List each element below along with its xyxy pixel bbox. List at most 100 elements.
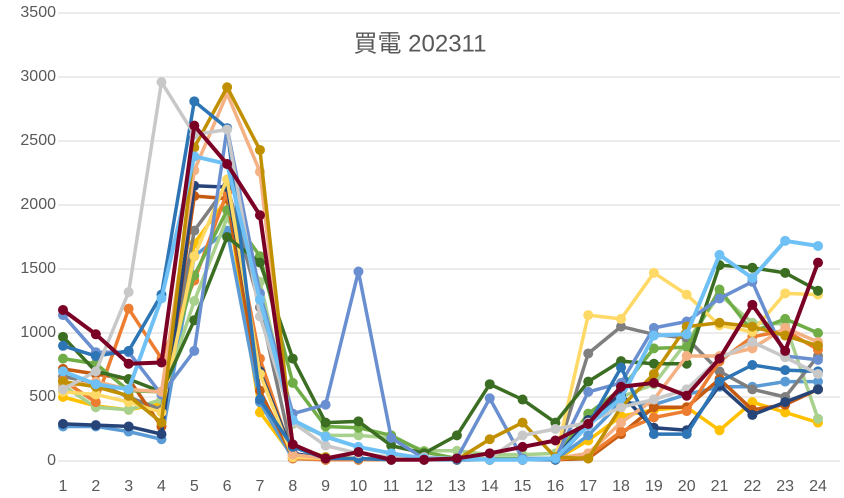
data-point	[780, 345, 791, 356]
data-point	[583, 310, 594, 321]
data-point	[747, 321, 758, 332]
data-point	[648, 402, 659, 413]
data-point	[747, 299, 758, 310]
data-point	[517, 430, 528, 441]
x-tick-label: 13	[448, 478, 466, 495]
y-tick-label: 0	[47, 452, 56, 469]
data-point	[813, 257, 823, 268]
y-tick-label: 1000	[20, 324, 56, 341]
data-point	[451, 430, 462, 441]
data-point	[813, 354, 823, 365]
data-point	[714, 376, 725, 387]
data-point	[583, 430, 594, 441]
data-point	[58, 340, 68, 351]
data-point	[780, 322, 791, 333]
y-tick-label: 500	[29, 388, 56, 405]
data-point	[550, 424, 561, 434]
data-point	[320, 440, 331, 451]
data-point	[484, 448, 495, 459]
data-point	[254, 294, 265, 305]
data-point	[648, 377, 659, 388]
data-point	[747, 409, 758, 420]
data-point	[583, 376, 594, 387]
data-point	[780, 267, 791, 278]
data-point	[550, 453, 561, 464]
data-point	[813, 240, 823, 251]
data-point	[616, 417, 627, 428]
data-point	[813, 413, 823, 424]
data-point	[123, 404, 134, 415]
data-point	[58, 353, 68, 364]
data-point	[123, 345, 134, 356]
data-point	[681, 342, 692, 353]
x-tick-label: 22	[743, 478, 761, 495]
data-point	[58, 418, 68, 429]
data-point	[156, 293, 167, 304]
data-point	[747, 360, 758, 370]
data-point	[813, 376, 823, 387]
y-tick-label: 2500	[20, 132, 56, 149]
data-point	[714, 284, 725, 295]
data-point	[419, 454, 430, 465]
x-tick-label: 16	[546, 478, 564, 495]
data-point	[780, 376, 791, 387]
data-point	[254, 144, 265, 155]
data-point	[583, 418, 594, 429]
data-point	[583, 453, 594, 464]
data-point	[681, 406, 692, 417]
x-tick-label: 20	[678, 478, 696, 495]
data-point	[648, 343, 659, 354]
data-point	[648, 412, 659, 423]
data-point	[156, 417, 167, 428]
data-point	[90, 420, 101, 431]
data-point	[287, 439, 298, 450]
x-tick-label: 24	[809, 478, 827, 495]
data-point	[123, 384, 134, 395]
data-point	[353, 447, 364, 458]
data-point	[747, 397, 758, 408]
data-point	[58, 376, 68, 387]
data-point	[648, 429, 659, 440]
data-point	[517, 441, 528, 452]
x-tick-label: 18	[612, 478, 630, 495]
data-point	[780, 313, 791, 324]
series-line	[61, 123, 820, 462]
data-point	[780, 330, 791, 341]
data-point	[714, 293, 725, 304]
data-point	[189, 296, 200, 306]
data-point	[517, 394, 528, 405]
data-point	[287, 377, 298, 388]
data-point	[583, 386, 594, 397]
data-point	[747, 336, 758, 347]
x-tick-label: 1	[59, 478, 68, 495]
data-point	[320, 431, 331, 442]
data-point	[681, 429, 692, 440]
data-point	[681, 329, 692, 340]
data-point	[58, 366, 68, 377]
data-point	[287, 449, 298, 460]
data-point	[714, 353, 725, 364]
data-point	[780, 288, 791, 299]
data-point	[648, 358, 659, 369]
data-point	[484, 379, 495, 390]
data-point	[681, 390, 692, 401]
data-point	[189, 345, 200, 356]
data-point	[648, 322, 659, 333]
data-point	[648, 394, 659, 405]
data-point	[780, 235, 791, 246]
data-point	[616, 321, 627, 332]
data-point	[681, 289, 692, 300]
data-point	[90, 397, 101, 408]
x-tick-label: 14	[481, 478, 499, 495]
data-point	[287, 353, 298, 364]
x-tick-label: 11	[383, 478, 400, 495]
data-point	[189, 251, 200, 262]
data-point	[353, 266, 364, 277]
data-point	[616, 402, 627, 413]
data-point	[714, 317, 725, 328]
data-point	[681, 351, 692, 362]
data-point	[222, 124, 233, 135]
data-point	[123, 421, 134, 432]
data-point	[616, 381, 627, 392]
x-tick-label: 6	[223, 478, 232, 495]
